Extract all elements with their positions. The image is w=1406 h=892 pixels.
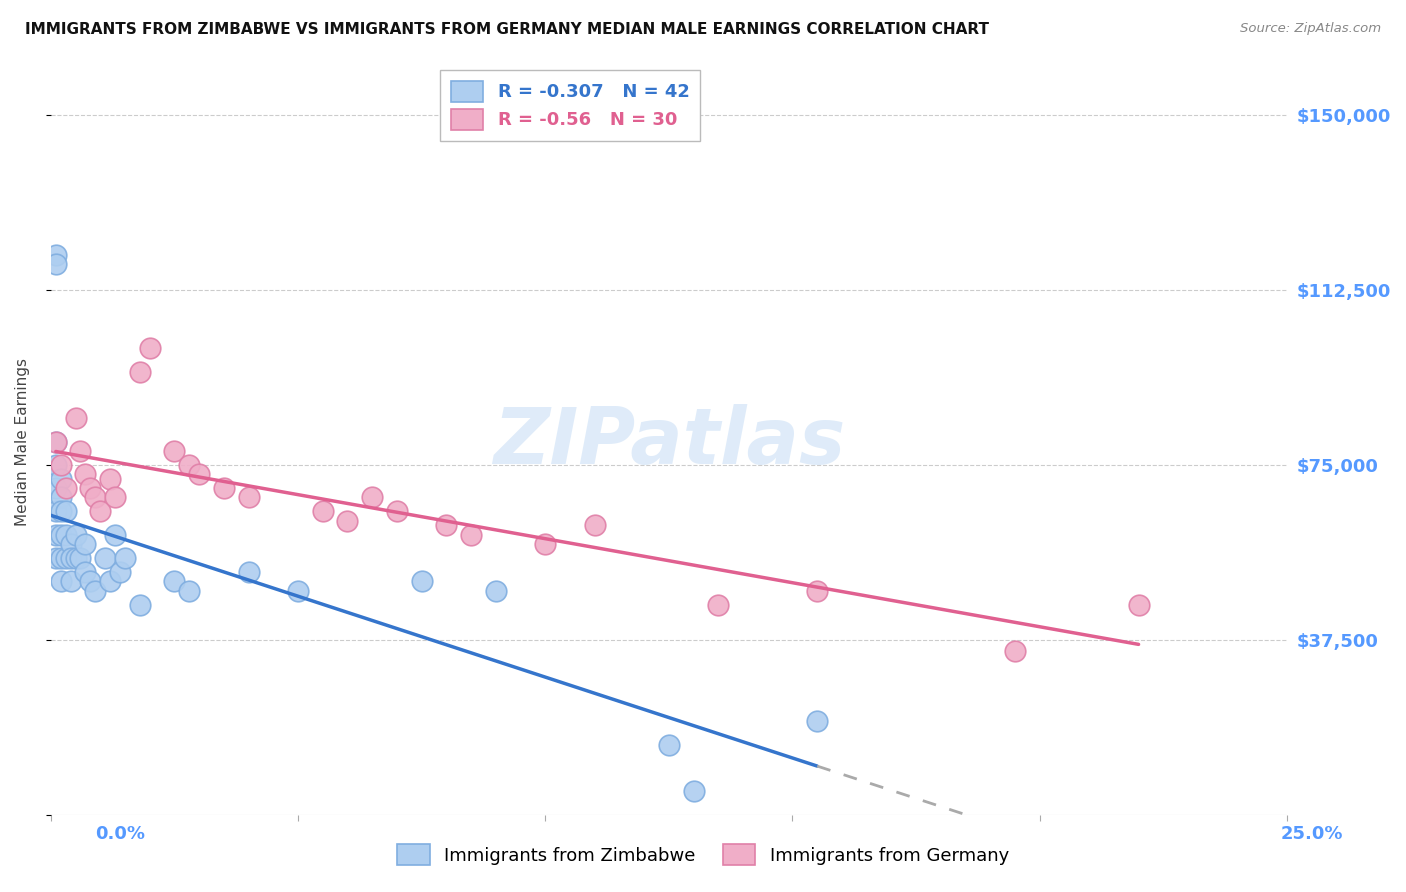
- Point: [69, 551, 91, 566]
- Point: [1004, 644, 1026, 658]
- Point: [163, 574, 186, 589]
- Point: [65, 528, 87, 542]
- Point: [49, 458, 72, 472]
- Point: [434, 518, 457, 533]
- Legend: Immigrants from Zimbabwe, Immigrants from Germany: Immigrants from Zimbabwe, Immigrants fro…: [388, 835, 1018, 874]
- Point: [45, 481, 67, 495]
- Point: [45, 257, 67, 271]
- Point: [104, 491, 127, 505]
- Point: [485, 583, 508, 598]
- Point: [212, 481, 235, 495]
- Point: [69, 443, 91, 458]
- Text: Source: ZipAtlas.com: Source: ZipAtlas.com: [1240, 22, 1381, 36]
- Point: [49, 491, 72, 505]
- Point: [59, 551, 82, 566]
- Point: [55, 528, 77, 542]
- Point: [336, 514, 359, 528]
- Point: [49, 472, 72, 486]
- Point: [312, 504, 335, 518]
- Point: [806, 583, 828, 598]
- Point: [94, 551, 117, 566]
- Point: [55, 551, 77, 566]
- Point: [84, 491, 107, 505]
- Point: [179, 458, 201, 472]
- Point: [411, 574, 433, 589]
- Point: [79, 574, 101, 589]
- Point: [45, 551, 67, 566]
- Point: [238, 491, 260, 505]
- Y-axis label: Median Male Earnings: Median Male Earnings: [15, 358, 30, 525]
- Legend: R = -0.307   N = 42, R = -0.56   N = 30: R = -0.307 N = 42, R = -0.56 N = 30: [440, 70, 700, 141]
- Point: [707, 598, 730, 612]
- Point: [163, 443, 186, 458]
- Point: [114, 551, 136, 566]
- Point: [179, 583, 201, 598]
- Point: [49, 504, 72, 518]
- Point: [188, 467, 211, 482]
- Text: IMMIGRANTS FROM ZIMBABWE VS IMMIGRANTS FROM GERMANY MEDIAN MALE EARNINGS CORRELA: IMMIGRANTS FROM ZIMBABWE VS IMMIGRANTS F…: [25, 22, 990, 37]
- Point: [84, 583, 107, 598]
- Point: [45, 458, 67, 472]
- Point: [128, 365, 150, 379]
- Text: ZIPatlas: ZIPatlas: [492, 403, 845, 480]
- Point: [59, 537, 82, 551]
- Point: [45, 528, 67, 542]
- Point: [49, 574, 72, 589]
- Point: [45, 434, 67, 449]
- Point: [65, 411, 87, 425]
- Point: [1128, 598, 1150, 612]
- Point: [238, 565, 260, 579]
- Point: [75, 565, 97, 579]
- Point: [583, 518, 606, 533]
- Point: [128, 598, 150, 612]
- Point: [75, 467, 97, 482]
- Point: [108, 565, 131, 579]
- Point: [658, 738, 681, 752]
- Point: [45, 434, 67, 449]
- Point: [385, 504, 408, 518]
- Text: 0.0%: 0.0%: [96, 825, 146, 843]
- Point: [682, 784, 704, 798]
- Point: [104, 528, 127, 542]
- Point: [361, 491, 384, 505]
- Point: [65, 551, 87, 566]
- Point: [79, 481, 101, 495]
- Point: [55, 504, 77, 518]
- Point: [59, 574, 82, 589]
- Text: 25.0%: 25.0%: [1281, 825, 1343, 843]
- Point: [55, 481, 77, 495]
- Point: [75, 537, 97, 551]
- Point: [806, 714, 828, 729]
- Point: [49, 551, 72, 566]
- Point: [287, 583, 309, 598]
- Point: [98, 574, 121, 589]
- Point: [49, 528, 72, 542]
- Point: [45, 504, 67, 518]
- Point: [534, 537, 557, 551]
- Point: [98, 472, 121, 486]
- Point: [138, 341, 160, 355]
- Point: [89, 504, 111, 518]
- Point: [460, 528, 482, 542]
- Point: [45, 248, 67, 262]
